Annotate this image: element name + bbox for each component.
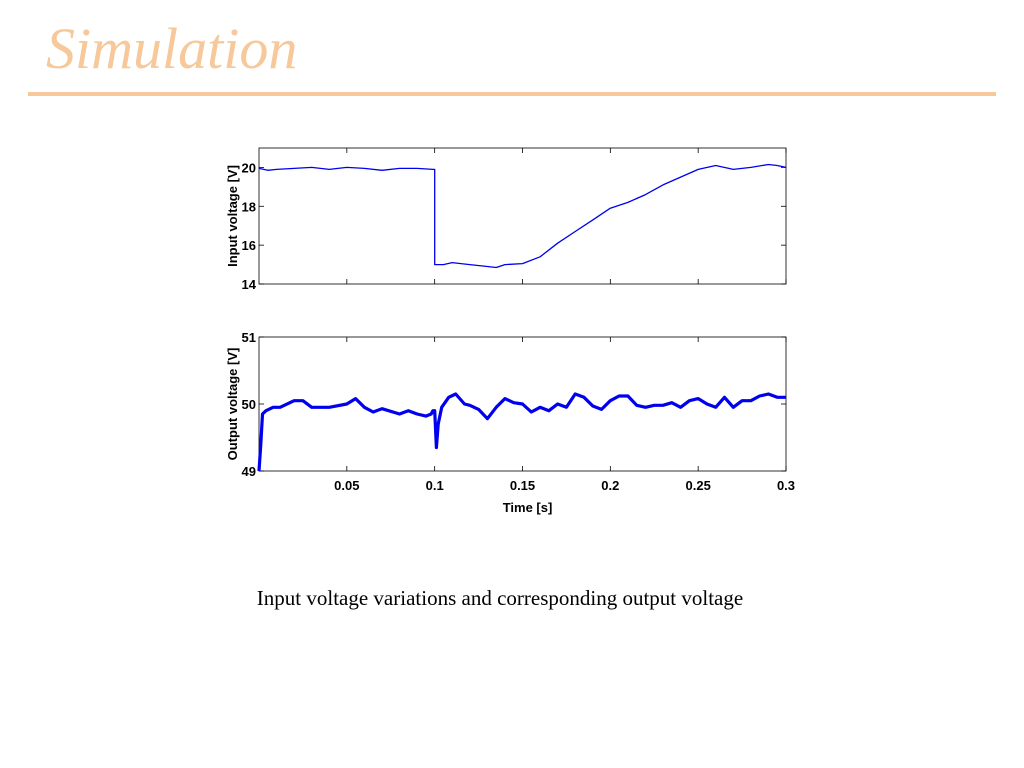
- output-xtick-label: 0.1: [426, 478, 444, 493]
- input-series-line: [258, 163, 787, 269]
- input-ytick-label: 14: [242, 277, 257, 292]
- input-ytick-label: 18: [242, 199, 256, 214]
- input-plot-frame: [258, 147, 787, 285]
- output-xtick-label: 0.05: [334, 478, 359, 493]
- slide-title: Simulation: [46, 16, 298, 81]
- output-ytick-label: 50: [242, 397, 256, 412]
- input-ytick-label: 20: [242, 160, 256, 175]
- figure-caption: Input voltage variations and correspondi…: [256, 586, 744, 610]
- output-ytick-label: 49: [242, 464, 256, 479]
- output-ytick-label: 51: [242, 330, 256, 345]
- output-xtick-label: 0.25: [686, 478, 711, 493]
- output-ylabel: Output voltage [V]: [225, 348, 240, 461]
- output-xtick-label: 0.3: [777, 478, 795, 493]
- output-series-line: [257, 392, 786, 472]
- input-ylabel: Input voltage [V]: [225, 165, 240, 267]
- output-xtick-label: 0.2: [601, 478, 619, 493]
- output-xlabel: Time [s]: [503, 500, 553, 515]
- title-divider: [28, 92, 996, 96]
- input-ytick-label: 16: [242, 238, 256, 253]
- output-xtick-label: 0.15: [510, 478, 535, 493]
